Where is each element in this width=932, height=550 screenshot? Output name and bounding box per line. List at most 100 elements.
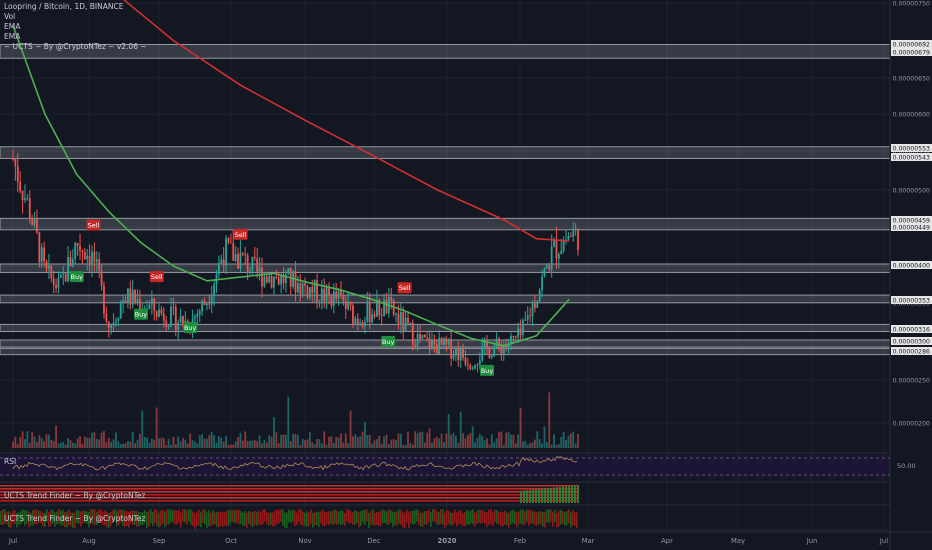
candle-body <box>505 346 508 348</box>
volume-bar <box>519 407 522 448</box>
candle-body <box>433 339 436 345</box>
trend-bar <box>134 510 136 525</box>
volume-bar <box>198 435 201 448</box>
volume-bar <box>328 437 330 448</box>
volume-bar <box>306 439 309 448</box>
trend-stripe-green <box>568 486 570 503</box>
candle-body <box>138 299 141 311</box>
volume-bar <box>138 433 141 448</box>
buy-signal[interactable]: Buy <box>133 308 148 320</box>
trend-bar <box>20 510 22 525</box>
volume-bar <box>325 444 328 448</box>
volume-bar <box>265 442 268 448</box>
buy-signal[interactable]: Buy <box>69 271 84 283</box>
volume-bar <box>36 441 38 448</box>
volume-bar <box>375 439 378 448</box>
trend-stripe-green <box>565 486 567 503</box>
trend-bar <box>112 510 114 523</box>
candle-body <box>153 298 156 311</box>
trend-bar <box>310 509 312 524</box>
trend-bar <box>234 510 236 524</box>
trend-bar <box>516 512 518 528</box>
volume-bar <box>380 443 383 448</box>
price-axis[interactable]: 0.000007500.000006500.000006000.00000550… <box>889 0 932 550</box>
trend-bar <box>454 509 456 523</box>
trend-bar <box>104 510 106 526</box>
volume-bar <box>153 440 156 448</box>
ucts-label[interactable]: ~ UCTS ~ By @CryptoNTez ~ v2.06 ~ <box>4 42 147 51</box>
price-axis-bg <box>890 0 932 550</box>
trend-stripe-green <box>538 489 540 503</box>
volume-bar <box>481 435 484 448</box>
volume-bar <box>131 431 134 448</box>
candle-body <box>203 300 206 306</box>
candle-body <box>543 268 546 277</box>
buy-signal[interactable]: Buy <box>480 364 495 376</box>
trend-stripe-green <box>541 488 543 503</box>
candle-body <box>569 235 572 237</box>
candle-body <box>196 314 199 317</box>
trend-stripe <box>0 494 578 496</box>
trend-finder-label-1[interactable]: UCTS Trend Finder ~ By @CryptoNTez <box>4 491 146 500</box>
candle-body <box>306 285 309 298</box>
trend-finder-panes <box>0 485 932 531</box>
trend-bar <box>348 509 350 524</box>
ema-label-2[interactable]: EMA <box>4 32 21 41</box>
volume-bar <box>225 436 227 448</box>
volume-bar <box>210 431 213 448</box>
sell-signal[interactable]: Sell <box>233 228 248 240</box>
volume-bar <box>411 444 414 448</box>
trend-bar <box>546 509 548 523</box>
volume-bar <box>100 432 103 448</box>
candle-body <box>349 301 352 306</box>
volume-bar <box>83 436 86 448</box>
vol-label[interactable]: Vol <box>4 12 16 21</box>
volume-bar <box>201 434 204 448</box>
candle-body <box>313 280 316 293</box>
ema-label-1[interactable]: EMA <box>4 22 21 31</box>
rsi-label[interactable]: RSI <box>4 457 17 466</box>
volume-bar <box>158 438 160 448</box>
candle-body <box>565 239 567 241</box>
candle-body <box>450 339 453 359</box>
trend-bar <box>230 510 232 523</box>
volume-bar <box>320 443 323 448</box>
candle-body <box>217 263 220 275</box>
trend-stripe-green <box>550 487 552 503</box>
trend-bar <box>378 511 380 527</box>
buy-signal[interactable]: Buy <box>183 321 198 333</box>
trend-bar <box>148 511 150 527</box>
sell-signal[interactable]: Sell <box>397 282 412 294</box>
price-tick: 0.00000650 <box>893 76 930 83</box>
zone-price-label: 0.00000353 <box>893 298 930 305</box>
rsi-line <box>12 455 578 471</box>
time-tick: Jun <box>806 537 818 545</box>
time-axis[interactable]: Jul Aug Sep Oct Nov Dec 2020 Feb Mar Apr May Jun Jul <box>0 531 932 545</box>
candle-body <box>514 336 517 338</box>
volume-bar <box>431 442 433 448</box>
candle-body <box>86 255 89 260</box>
signal-box <box>233 228 248 240</box>
sell-signal[interactable]: Sell <box>149 271 164 283</box>
buy-signal[interactable]: Buy <box>381 336 396 347</box>
trend-bar <box>42 512 44 527</box>
trend-bar <box>478 509 480 523</box>
trend-finder-label-2[interactable]: UCTS Trend Finder ~ By @CryptoNTez <box>4 514 146 523</box>
volume-bar <box>569 433 572 448</box>
volume-bar <box>299 444 302 448</box>
symbol-title[interactable]: Loopring / Bitcoin, 1D, BINANCE <box>4 2 124 11</box>
volume-bar <box>364 422 366 448</box>
volume-bar <box>296 434 299 448</box>
trend-bar <box>458 510 460 525</box>
volume-bar <box>134 443 136 448</box>
zone-price-label: 0.00000679 <box>893 50 930 57</box>
candle-body <box>512 335 515 337</box>
candle-body <box>148 304 151 309</box>
volume-bar <box>574 443 577 448</box>
trend-bar <box>78 510 80 524</box>
trend-stripe-green <box>574 485 576 503</box>
sell-signal[interactable]: Sell <box>86 219 101 231</box>
volume-bar <box>368 434 371 448</box>
candle-body <box>464 357 467 365</box>
